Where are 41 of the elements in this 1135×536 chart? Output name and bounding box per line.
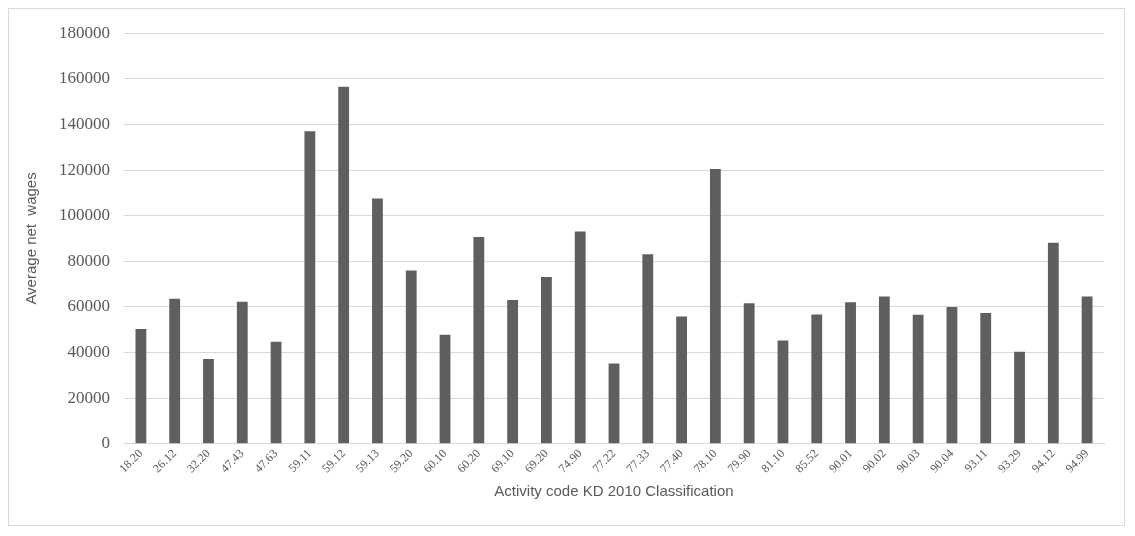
bar: [338, 86, 350, 444]
y-axis-title: Average net wages: [22, 172, 40, 305]
y-tick-label: 140000: [59, 113, 110, 133]
y-tick-label: 160000: [59, 68, 110, 88]
y-tick-label: 120000: [59, 159, 110, 179]
bar: [1014, 351, 1025, 444]
bar: [845, 302, 856, 444]
bar: [709, 168, 721, 444]
bar: [811, 314, 823, 444]
bar: [203, 358, 214, 444]
bar: [372, 198, 383, 444]
y-tick-label: 40000: [67, 341, 110, 361]
bar: [777, 340, 789, 444]
y-tick-label: 0: [101, 433, 110, 453]
bar: [574, 231, 586, 444]
bar: [1081, 296, 1093, 444]
bar: [304, 131, 316, 444]
bar: [270, 341, 282, 444]
y-tick-label: 80000: [67, 250, 110, 270]
bar: [980, 313, 992, 444]
y-tick-label: 60000: [67, 296, 110, 316]
bar: [541, 277, 552, 444]
bar: [676, 316, 687, 444]
bar: [169, 298, 181, 444]
bar: [405, 270, 417, 444]
bar: [878, 296, 890, 444]
x-axis-title: Activity code KD 2010 Classification: [494, 482, 734, 500]
bar: [946, 306, 958, 444]
bar: [439, 334, 451, 444]
bar: [743, 303, 755, 444]
y-tick-label: 180000: [59, 22, 110, 42]
y-tick-label: 20000: [67, 387, 110, 407]
y-tick-label: 100000: [59, 205, 110, 225]
bar: [912, 314, 924, 444]
bar: [1047, 242, 1059, 444]
bar: [608, 363, 620, 444]
bar: [236, 301, 248, 444]
bar: [473, 237, 485, 444]
bar: [642, 254, 654, 444]
bar: [135, 329, 147, 444]
bar: [507, 300, 519, 444]
